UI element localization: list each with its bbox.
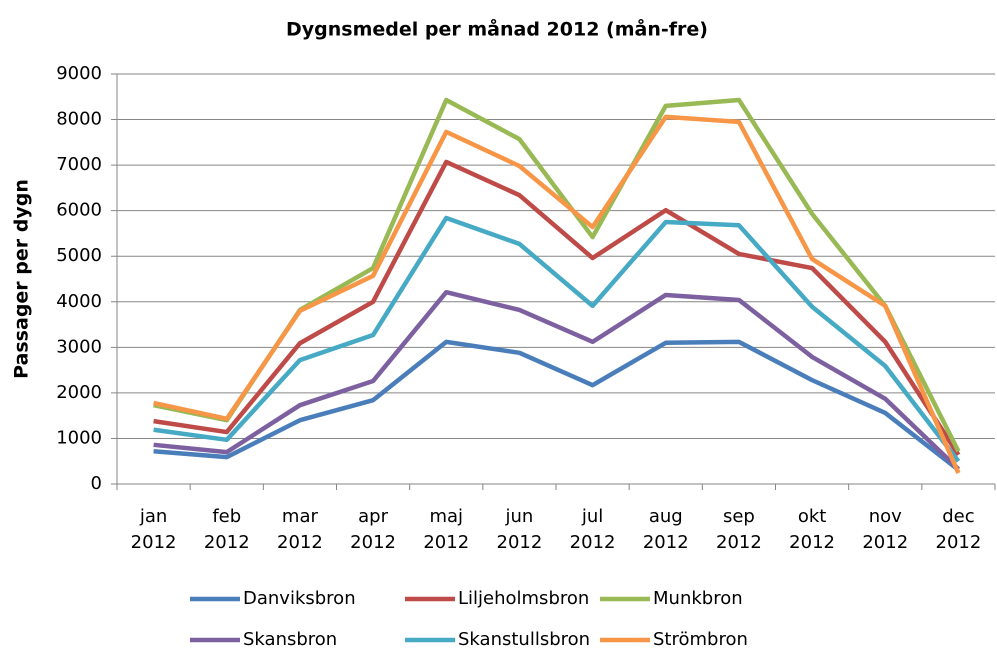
series-line [153, 215, 961, 463]
series-line [153, 289, 960, 471]
legend-label: Strömbron [653, 629, 748, 650]
y-tick-label: 8000 [56, 109, 102, 130]
legend-label: Skanstullsbron [458, 629, 590, 650]
y-tick-label: 5000 [56, 245, 102, 266]
x-tick-label: jun 2012 [496, 506, 543, 553]
y-tick-label: 1000 [56, 427, 102, 448]
y-tick-label: 4000 [56, 291, 102, 312]
y-tick-label: 6000 [56, 200, 102, 221]
y-tick-label: 7000 [56, 154, 102, 175]
legend-label: Skansbron [243, 629, 337, 650]
y-tick-label: 2000 [56, 382, 102, 403]
y-axis-label: Passager per dygn [11, 179, 33, 379]
legend-label: Munkbron [653, 588, 743, 609]
x-tick-label: apr 2012 [350, 506, 396, 553]
x-tick-label: dec 2012 [935, 506, 982, 553]
x-tick-label: feb 2012 [203, 506, 250, 553]
x-tick-label: jan 2012 [130, 506, 177, 553]
legend-label: Danviksbron [243, 588, 356, 609]
series-line [153, 159, 961, 457]
x-tick-label: jul 2012 [569, 506, 616, 553]
x-tick-label: aug 2012 [642, 506, 689, 553]
series-line [153, 114, 961, 474]
y-tick-label: 0 [91, 473, 102, 494]
y-tick-label: 3000 [56, 336, 102, 357]
x-tick-label: okt 2012 [789, 506, 835, 553]
chart-title: Dygnsmedel per månad 2012 (mån-fre) [286, 17, 708, 41]
y-tick-label: 9000 [56, 63, 102, 84]
x-tick-label: nov 2012 [862, 506, 909, 553]
legend-label: Liljeholmsbron [458, 588, 589, 609]
x-tick-label: maj 2012 [423, 506, 470, 553]
x-tick-label: sep 2012 [716, 506, 762, 553]
x-tick-label: mar 2012 [277, 506, 323, 553]
series-line [153, 339, 960, 472]
